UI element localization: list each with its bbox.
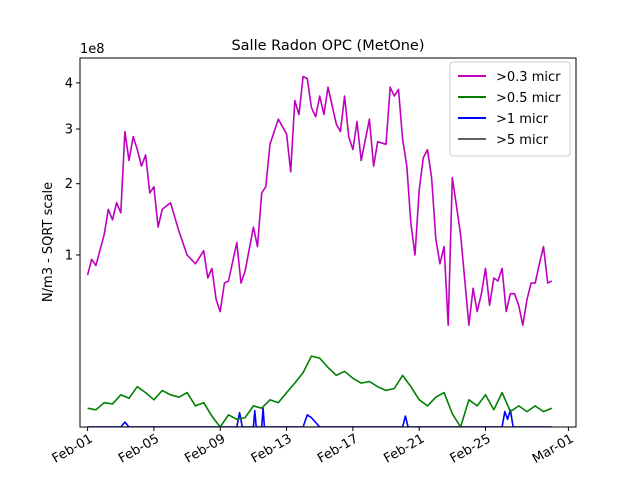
plot-area [86,75,553,427]
chart-title: Salle Radon OPC (MetOne) [231,38,424,54]
y-axis-title: N/m3 - SQRT scale [41,182,56,302]
plot-frame [79,57,577,428]
legend-label: >1 micr [496,112,549,127]
y-tick-label: 3 [65,123,73,138]
legend-label: >5 micr [496,133,549,148]
y-tick-label: 4 [65,76,73,91]
y-tick-label: 1 [65,248,73,263]
series-line-1-micr [87,407,552,427]
series-line-0-3-micr [86,75,553,327]
legend-label: >0.5 micr [496,91,561,106]
legend-box [449,61,571,157]
legend: >0.3 micr >0.5 micr >1 micr >5 micr [449,61,571,157]
y-axis: 1 2 3 4 [65,76,80,263]
series-line-0-5-micr [87,355,553,427]
y-multiplier-label: 1e8 [80,42,105,57]
legend-label: >0.3 micr [496,70,561,85]
y-tick-label: 2 [65,177,73,192]
